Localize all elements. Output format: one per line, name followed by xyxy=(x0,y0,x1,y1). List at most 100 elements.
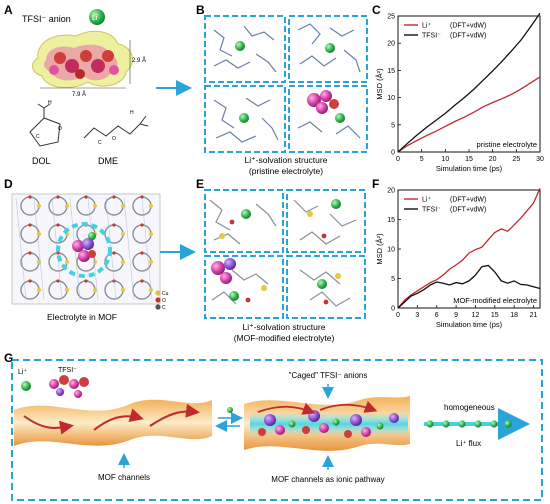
li-flux-label: Li⁺ flux xyxy=(456,439,481,448)
tfsi-in-pore xyxy=(72,232,96,262)
dol-atom-h: H xyxy=(48,100,52,106)
x-tick-label: 25 xyxy=(512,156,520,163)
cu-node xyxy=(65,260,69,264)
legend-c-swatch xyxy=(155,304,161,310)
legend-method: (DFT+vdW) xyxy=(450,207,486,214)
cu-node xyxy=(65,204,69,208)
dme-label: DME xyxy=(98,156,118,166)
x-tick-label: 15 xyxy=(491,312,499,319)
mof-pore-highlight xyxy=(56,222,112,278)
cu-node xyxy=(93,288,97,292)
caption-e-line1: Li⁺-solvation structure xyxy=(243,322,326,332)
dol-atom-o: O xyxy=(58,126,62,132)
o-atom xyxy=(56,195,60,199)
g-li-ion xyxy=(21,381,31,391)
solvation-box-4 xyxy=(288,85,368,153)
y-tick-label: 15 xyxy=(387,68,395,75)
eq-li-ion xyxy=(227,407,233,413)
g-li-label: Li⁺ xyxy=(18,368,27,376)
o-atom xyxy=(28,251,32,255)
solvation-box-1 xyxy=(204,15,286,83)
cu-node xyxy=(149,260,153,264)
cu-node xyxy=(37,204,41,208)
ionic-pathway-label: MOF channels as ionic pathway xyxy=(271,475,384,484)
solvation-box-3 xyxy=(204,85,286,153)
o-atom xyxy=(140,279,144,283)
panel-f: F 0 3 6 9 12 15 18 21 0 5 10 15 20 Simulation time (p… xyxy=(372,177,541,329)
panel-letter-e: E xyxy=(196,177,204,191)
x-tick-label: 30 xyxy=(536,156,544,163)
x-tick-label: 6 xyxy=(435,312,439,319)
cu-node xyxy=(121,232,125,236)
lattice-link xyxy=(87,197,99,301)
o-atom xyxy=(28,223,32,227)
series-line-li xyxy=(397,76,541,153)
y-axis-label: MSD (Å²) xyxy=(375,233,384,265)
o-atom xyxy=(140,223,144,227)
x-tick-label: 9 xyxy=(454,312,458,319)
li-path-arrow-1 xyxy=(23,415,74,435)
mof-solvation-box-1 xyxy=(204,189,284,253)
o-atom xyxy=(112,195,116,199)
x-tick-label: 20 xyxy=(489,156,497,163)
dol-atom-c: C xyxy=(36,134,40,140)
li-path-arrow-3 xyxy=(149,403,200,427)
homogeneous-label: homogeneous xyxy=(444,403,495,412)
mof-legend: Cu O C xyxy=(155,290,169,311)
o-atom xyxy=(56,279,60,283)
caption-b-line1: Li⁺-solvation structure xyxy=(245,155,328,165)
tfsi-cluster-e xyxy=(211,258,236,284)
series-line-tfsi xyxy=(397,12,541,153)
cu-node xyxy=(37,232,41,236)
cu-node xyxy=(65,288,69,292)
legend-o-label: O xyxy=(162,298,166,304)
mof-solvation-box-3 xyxy=(204,255,284,319)
o-atom xyxy=(112,251,116,255)
legend-series-name: TFSI⁻ xyxy=(422,33,441,40)
caged-anions-label: "Caged" TFSI⁻ anions xyxy=(289,371,368,380)
o-atom xyxy=(140,195,144,199)
dim-horizontal-label: 7.9 Å xyxy=(72,91,86,98)
legend-method: (DFT+vdW) xyxy=(450,33,486,40)
panel-g: G Li⁺ TFSI⁻ MOF channels xyxy=(4,351,543,501)
y-tick-label: 10 xyxy=(387,247,395,254)
li-ion-b2 xyxy=(325,43,335,53)
y-tick-label: 20 xyxy=(387,41,395,48)
panel-a: A TFSI⁻ anion Li 7.9 Å 2.9 Å xyxy=(4,3,149,166)
panel-b: B Li⁺-solvation structure (pristine elec… xyxy=(196,3,368,176)
li-ion-e2 xyxy=(331,199,341,209)
solvation-box-2 xyxy=(288,15,368,83)
pathway-arrow-2 xyxy=(319,400,378,413)
x-tick-label: 15 xyxy=(465,156,473,163)
cu-node xyxy=(149,232,153,236)
lattice-link xyxy=(15,197,27,301)
o-atom xyxy=(56,251,60,255)
dme-atom-c: C xyxy=(98,140,102,146)
tfsi-cluster-b4 xyxy=(307,90,345,123)
o-atom xyxy=(56,223,60,227)
y-tick-label: 10 xyxy=(387,95,395,102)
panel-c: C 0 5 10 15 20 25 30 0 5 10 15 20 25 Simulation time … xyxy=(372,3,544,173)
series-line-li xyxy=(397,187,541,309)
legend-series-name: Li⁺ xyxy=(422,197,431,204)
lattice-link xyxy=(33,197,45,301)
legend-method: (DFT+vdW) xyxy=(450,197,486,204)
x-tick-label: 10 xyxy=(441,156,449,163)
schematic-frame xyxy=(11,359,543,501)
x-tick-label: 18 xyxy=(510,312,518,319)
cu-nodes-e xyxy=(219,211,341,291)
x-tick-label: 0 xyxy=(396,312,400,319)
o-atom xyxy=(112,223,116,227)
li-ions-in-pathway xyxy=(288,418,384,430)
caption-d: Electrolyte in MOF xyxy=(47,312,117,322)
mof-channels-label: MOF channels xyxy=(98,473,150,482)
y-tick-label: 25 xyxy=(387,14,395,21)
chart-annotation: MOF-modified electrolyte xyxy=(453,296,537,305)
panel-letter-b: B xyxy=(196,3,205,17)
dme-atom-h: H xyxy=(130,110,134,116)
solvent-molecules-b xyxy=(213,23,361,143)
y-tick-label: 0 xyxy=(391,306,395,313)
panel-letter-d: D xyxy=(4,177,13,191)
g-tfsi-label: TFSI⁻ xyxy=(58,367,77,374)
